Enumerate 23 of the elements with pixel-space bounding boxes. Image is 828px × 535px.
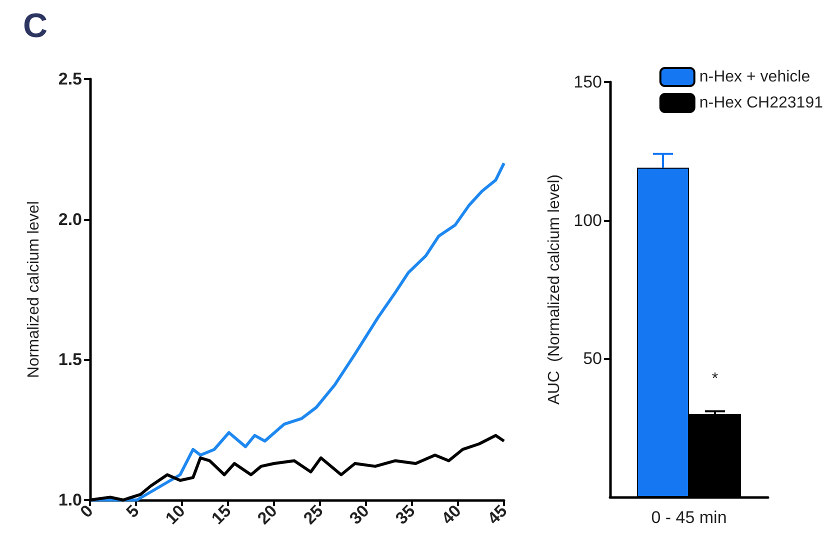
y-tick-label: 1.0 [58, 490, 82, 510]
annotation: * [712, 370, 718, 388]
y-tick-label: 2.5 [58, 70, 82, 88]
y-tick-label: 50 [583, 349, 602, 368]
x-tick-label: 35 [392, 501, 419, 528]
x-tick-label: 45 [484, 501, 511, 528]
x-tick-label: 10 [162, 501, 189, 528]
x-tick-label: 40 [438, 501, 465, 528]
y-tick-label: 150 [574, 72, 602, 92]
y-tick-label: 1.5 [58, 350, 82, 370]
legend-label: n-Hex CH223191 [699, 94, 824, 112]
chart-title: C [23, 7, 48, 45]
x-tick-label: 5 [122, 501, 143, 522]
x-tick-label: 15 [208, 501, 235, 528]
legend-label: n-Hex + vehicle [699, 68, 810, 86]
x-tick-label: 30 [346, 501, 373, 528]
y-axis-title: Normalized calcium level [26, 201, 42, 378]
x-tick-label: 20 [254, 501, 281, 528]
y-tick-label: 100 [574, 210, 602, 230]
x-tick-label: 0 - 45 min [651, 508, 727, 527]
y-axis-title: AUC (Normalized calcium level) [546, 174, 564, 405]
y-tick-label: 2.0 [58, 210, 82, 229]
x-tick-label: 25 [300, 501, 327, 528]
